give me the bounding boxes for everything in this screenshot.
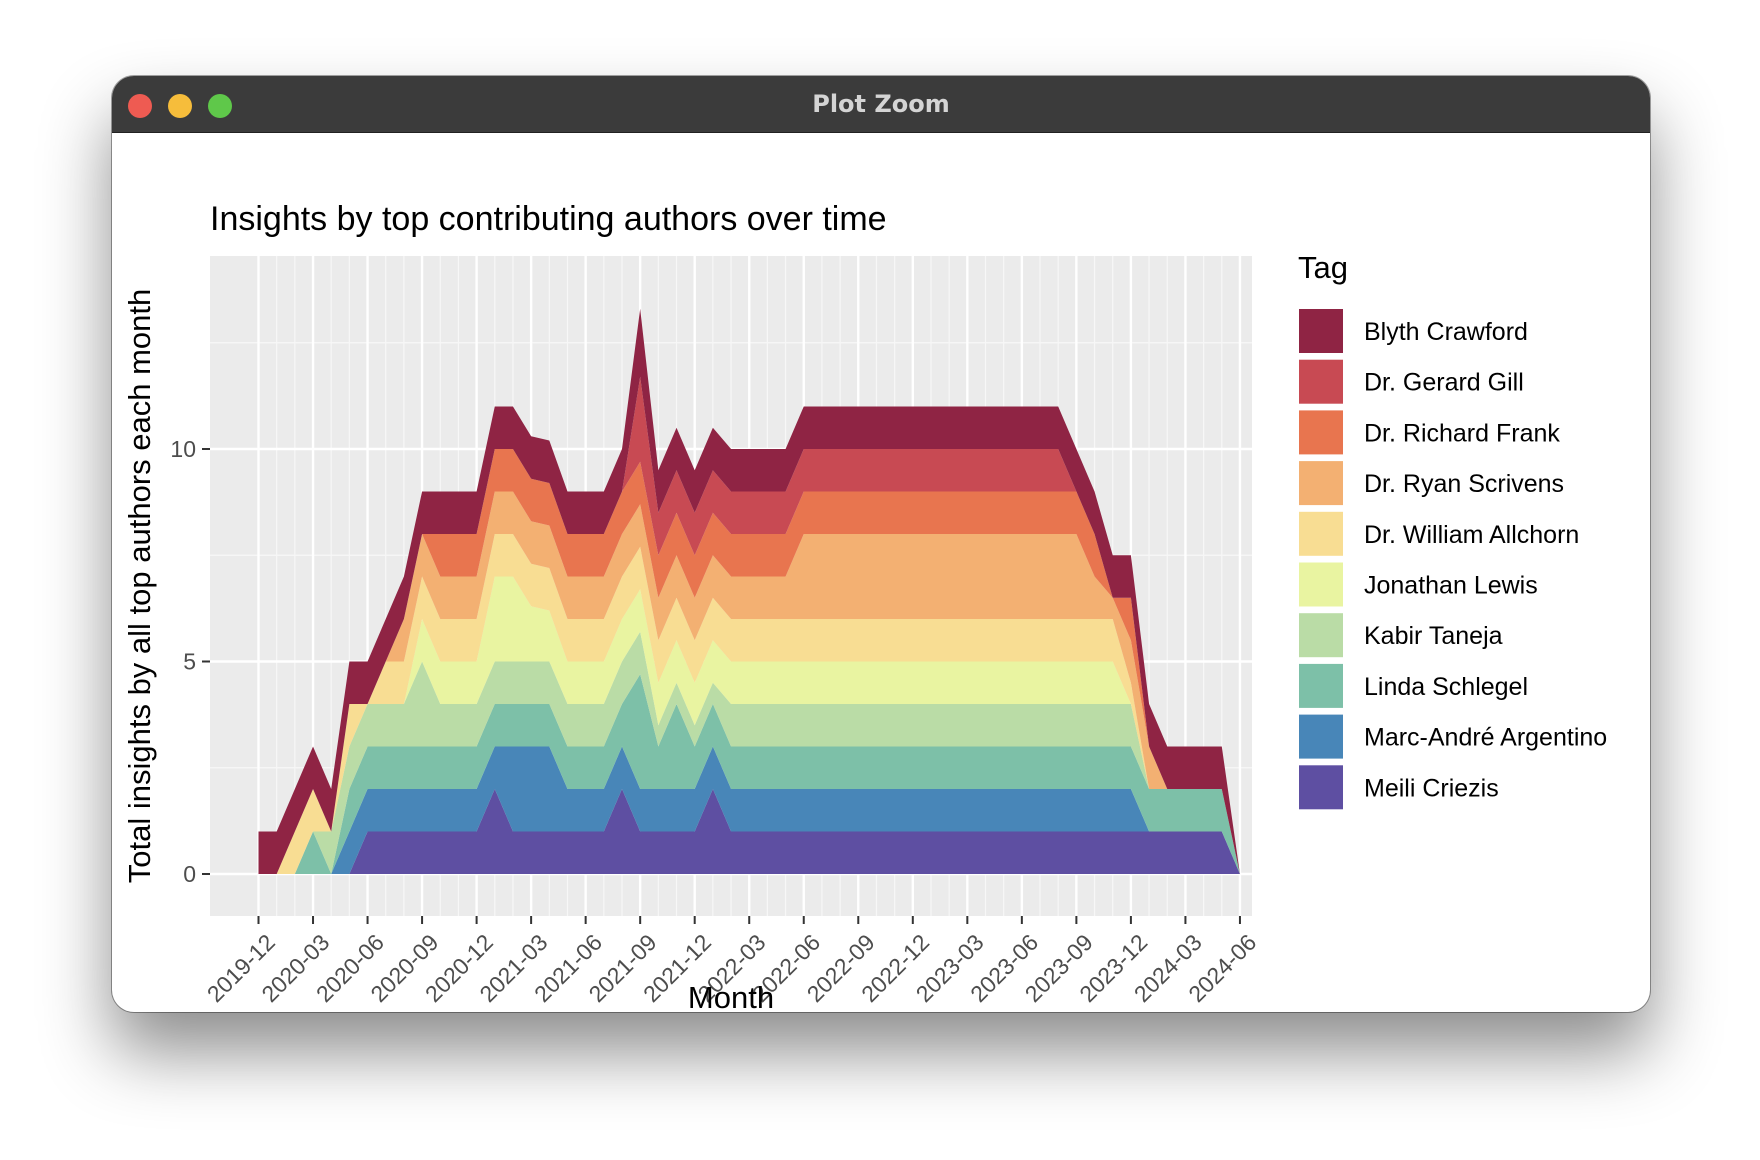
area-series (258, 308, 1240, 874)
y-axis-title: Total insights by all top authors each m… (122, 289, 157, 884)
legend-swatch (1297, 763, 1345, 812)
chart-title: Insights by top contributing authors ove… (210, 200, 887, 238)
close-window-button[interactable] (128, 94, 152, 118)
title-bar: Plot Zoom (112, 76, 1650, 133)
legend-label: Dr. William Allchorn (1364, 521, 1579, 549)
y-tick-label: 5 (183, 649, 196, 675)
area-chart: Insights by top contributing authors ove… (122, 200, 1607, 1012)
legend-swatch (1297, 459, 1345, 508)
legend-swatch (1297, 307, 1345, 355)
area-jonathan-lewis (258, 576, 1240, 874)
legend-label: Dr. Ryan Scrivens (1364, 470, 1564, 498)
legend-label: Linda Schlegel (1364, 673, 1528, 701)
legend-label: Marc-André Argentino (1364, 724, 1607, 752)
legend-label: Meili Criezis (1364, 774, 1499, 802)
legend-label: Blyth Crawford (1364, 318, 1528, 346)
legend-swatch (1297, 408, 1345, 457)
legend-swatch (1297, 712, 1345, 761)
legend-swatch (1297, 357, 1345, 406)
legend-label: Dr. Gerard Gill (1364, 369, 1524, 397)
y-tick-label: 0 (183, 861, 196, 887)
legend-title: Tag (1298, 250, 1348, 285)
zoom-window-button[interactable] (208, 94, 232, 118)
minimize-window-button[interactable] (168, 94, 192, 118)
legend: Tag Blyth Crawford Dr. Gerard Gill Dr. Ric… (1297, 250, 1607, 812)
legend-label: Jonathan Lewis (1364, 572, 1538, 600)
legend-swatch (1297, 560, 1345, 609)
legend-label: Dr. Richard Frank (1364, 419, 1560, 447)
area-linda-schlegel (258, 674, 1240, 874)
legend-swatch (1297, 509, 1345, 558)
y-tick-label: 10 (170, 436, 196, 462)
y-axis: 0 5 10 (170, 436, 210, 887)
window-title: Plot Zoom (812, 90, 950, 118)
x-axis-title: Month (688, 980, 774, 1012)
area-dr-ryan-scrivens (258, 491, 1240, 874)
plot-zoom-window: Plot Zoom Insights by top contributing a… (112, 76, 1650, 1012)
legend-swatch (1297, 611, 1345, 660)
area-kabir-taneja (258, 631, 1240, 874)
legend-label: Kabir Taneja (1364, 622, 1503, 650)
area-marc-andr-argentino (258, 746, 1240, 874)
legend-swatch (1297, 661, 1345, 710)
